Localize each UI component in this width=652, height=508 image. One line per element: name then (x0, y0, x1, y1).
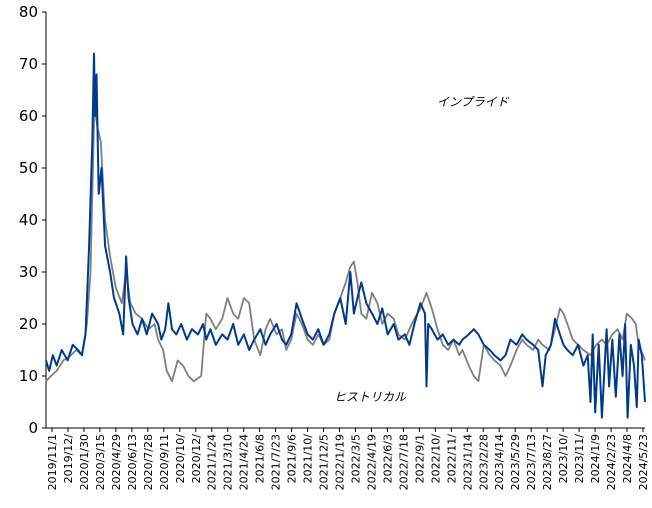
x-tick-label: 2023/1/14 (461, 434, 474, 490)
x-tick-label: 2020/9/11 (158, 434, 171, 490)
x-tick-label: 2021/1/24 (206, 434, 219, 490)
x-tick-label: 2020/1/30 (78, 434, 91, 490)
x-tick-label: 2023/7/13 (525, 434, 538, 490)
x-tick-label: 2022/10/ (429, 434, 442, 484)
y-tick-label: 30 (19, 263, 38, 281)
x-tick-label: 2023/10/ (557, 434, 570, 484)
x-tick-label: 2022/6/3 (381, 434, 394, 483)
x-tick-label: 2023/4/14 (493, 434, 506, 490)
series-layer (45, 52, 646, 419)
x-tick-label: 2022/9/1 (413, 434, 426, 483)
y-tick-label: 80 (19, 3, 38, 21)
y-tick-label: 20 (19, 315, 38, 333)
historical-annotation: ヒストリカル (334, 390, 407, 404)
series-line-historical (45, 52, 646, 419)
series-line-implied (45, 104, 646, 383)
x-tick-label: 2024/1/9 (589, 434, 602, 483)
x-tick-label: 2020/7/28 (142, 434, 155, 490)
x-tick-label: 2021/4/24 (238, 434, 251, 490)
x-tick-label: 2021/9/6 (286, 434, 299, 483)
x-tick-label: 2024/4/8 (621, 434, 634, 483)
x-tick-label: 2022/4/19 (365, 434, 378, 490)
x-tick-label: 2021/10/ (302, 434, 315, 484)
x-tick-label: 2020/6/13 (126, 434, 139, 490)
x-tick-label: 2023/5/29 (509, 434, 522, 490)
implied-annotation: インプライド (437, 95, 510, 109)
x-tick-label: 2024/5/23 (637, 434, 650, 490)
x-tick-label: 2020/4/29 (110, 434, 123, 490)
x-tick-label: 2019/11/1 (46, 434, 59, 490)
x-tick-label: 2020/10/ (174, 434, 187, 484)
x-tick-label: 2021/6/8 (254, 434, 267, 483)
x-tick-label: 2022/3/5 (349, 434, 362, 483)
x-tick-label: 2020/12/ (190, 434, 203, 484)
x-tick-label: 2019/12/ (62, 434, 75, 484)
y-tick-label: 70 (19, 55, 38, 73)
x-tick-label: 2021/7/23 (270, 434, 283, 490)
y-tick-label: 0 (28, 419, 38, 437)
x-tick-label: 2023/8/27 (541, 434, 554, 490)
x-tick-label: 2023/2/28 (477, 434, 490, 490)
x-tick-label: 2023/11/ (573, 434, 586, 484)
y-tick-label: 50 (19, 159, 38, 177)
x-tick-label: 2021/3/10 (222, 434, 235, 490)
y-tick-label: 40 (19, 211, 38, 229)
y-tick-label: 10 (19, 367, 38, 385)
x-tick-label: 2020/3/15 (94, 434, 107, 490)
x-tick-label: 2022/11/ (445, 434, 458, 484)
x-tick-label: 2022/1/19 (334, 434, 347, 490)
y-tick-label: 60 (19, 107, 38, 125)
x-axis: 2019/11/1 2019/12/2020/1/30 2020/3/15 2020/… (46, 427, 650, 490)
x-tick-label: 2024/2/23 (605, 434, 618, 490)
x-tick-label: 2021/12/5 (318, 434, 331, 490)
x-tick-label: 2022/7/18 (397, 434, 410, 490)
y-axis: 0 10 20 30 40 50 60 70 80 (19, 3, 47, 437)
